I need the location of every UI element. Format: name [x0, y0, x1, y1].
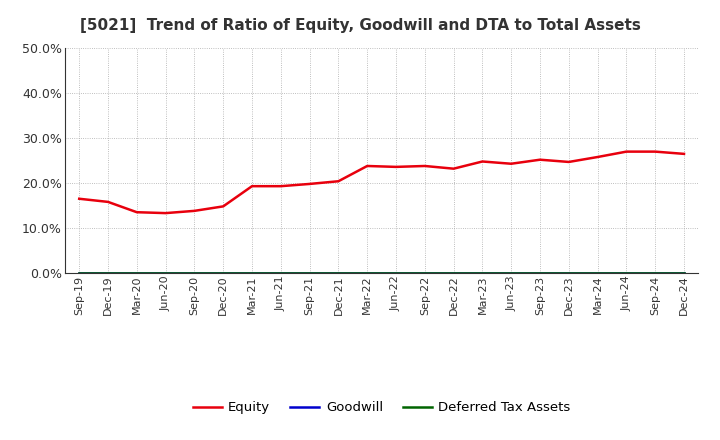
- Deferred Tax Assets: [651, 270, 660, 275]
- Goodwill: [132, 270, 141, 275]
- Deferred Tax Assets: [219, 270, 228, 275]
- Equity: [420, 163, 429, 169]
- Deferred Tax Assets: [449, 270, 458, 275]
- Equity: [507, 161, 516, 166]
- Goodwill: [536, 270, 544, 275]
- Equity: [161, 210, 170, 216]
- Deferred Tax Assets: [622, 270, 631, 275]
- Equity: [593, 154, 602, 160]
- Deferred Tax Assets: [536, 270, 544, 275]
- Deferred Tax Assets: [392, 270, 400, 275]
- Equity: [680, 151, 688, 157]
- Deferred Tax Assets: [564, 270, 573, 275]
- Goodwill: [334, 270, 343, 275]
- Deferred Tax Assets: [507, 270, 516, 275]
- Deferred Tax Assets: [363, 270, 372, 275]
- Goodwill: [305, 270, 314, 275]
- Equity: [449, 166, 458, 171]
- Equity: [75, 196, 84, 202]
- Equity: [305, 181, 314, 187]
- Goodwill: [248, 270, 256, 275]
- Equity: [651, 149, 660, 154]
- Goodwill: [190, 270, 199, 275]
- Goodwill: [104, 270, 112, 275]
- Deferred Tax Assets: [132, 270, 141, 275]
- Deferred Tax Assets: [305, 270, 314, 275]
- Goodwill: [622, 270, 631, 275]
- Deferred Tax Assets: [161, 270, 170, 275]
- Deferred Tax Assets: [334, 270, 343, 275]
- Equity: [564, 159, 573, 165]
- Equity: [478, 159, 487, 164]
- Goodwill: [420, 270, 429, 275]
- Equity: [536, 157, 544, 162]
- Goodwill: [593, 270, 602, 275]
- Equity: [219, 204, 228, 209]
- Equity: [363, 163, 372, 169]
- Goodwill: [564, 270, 573, 275]
- Legend: Equity, Goodwill, Deferred Tax Assets: Equity, Goodwill, Deferred Tax Assets: [187, 396, 576, 420]
- Equity: [104, 199, 112, 205]
- Deferred Tax Assets: [420, 270, 429, 275]
- Goodwill: [507, 270, 516, 275]
- Goodwill: [449, 270, 458, 275]
- Line: Equity: Equity: [79, 152, 684, 213]
- Goodwill: [478, 270, 487, 275]
- Equity: [392, 164, 400, 169]
- Equity: [248, 183, 256, 189]
- Goodwill: [219, 270, 228, 275]
- Goodwill: [276, 270, 285, 275]
- Goodwill: [363, 270, 372, 275]
- Goodwill: [161, 270, 170, 275]
- Deferred Tax Assets: [190, 270, 199, 275]
- Goodwill: [75, 270, 84, 275]
- Equity: [132, 209, 141, 215]
- Deferred Tax Assets: [248, 270, 256, 275]
- Deferred Tax Assets: [75, 270, 84, 275]
- Deferred Tax Assets: [276, 270, 285, 275]
- Equity: [622, 149, 631, 154]
- Goodwill: [651, 270, 660, 275]
- Deferred Tax Assets: [478, 270, 487, 275]
- Equity: [276, 183, 285, 189]
- Equity: [334, 179, 343, 184]
- Goodwill: [392, 270, 400, 275]
- Deferred Tax Assets: [593, 270, 602, 275]
- Goodwill: [680, 270, 688, 275]
- Equity: [190, 208, 199, 213]
- Text: [5021]  Trend of Ratio of Equity, Goodwill and DTA to Total Assets: [5021] Trend of Ratio of Equity, Goodwil…: [80, 18, 640, 33]
- Deferred Tax Assets: [104, 270, 112, 275]
- Deferred Tax Assets: [680, 270, 688, 275]
